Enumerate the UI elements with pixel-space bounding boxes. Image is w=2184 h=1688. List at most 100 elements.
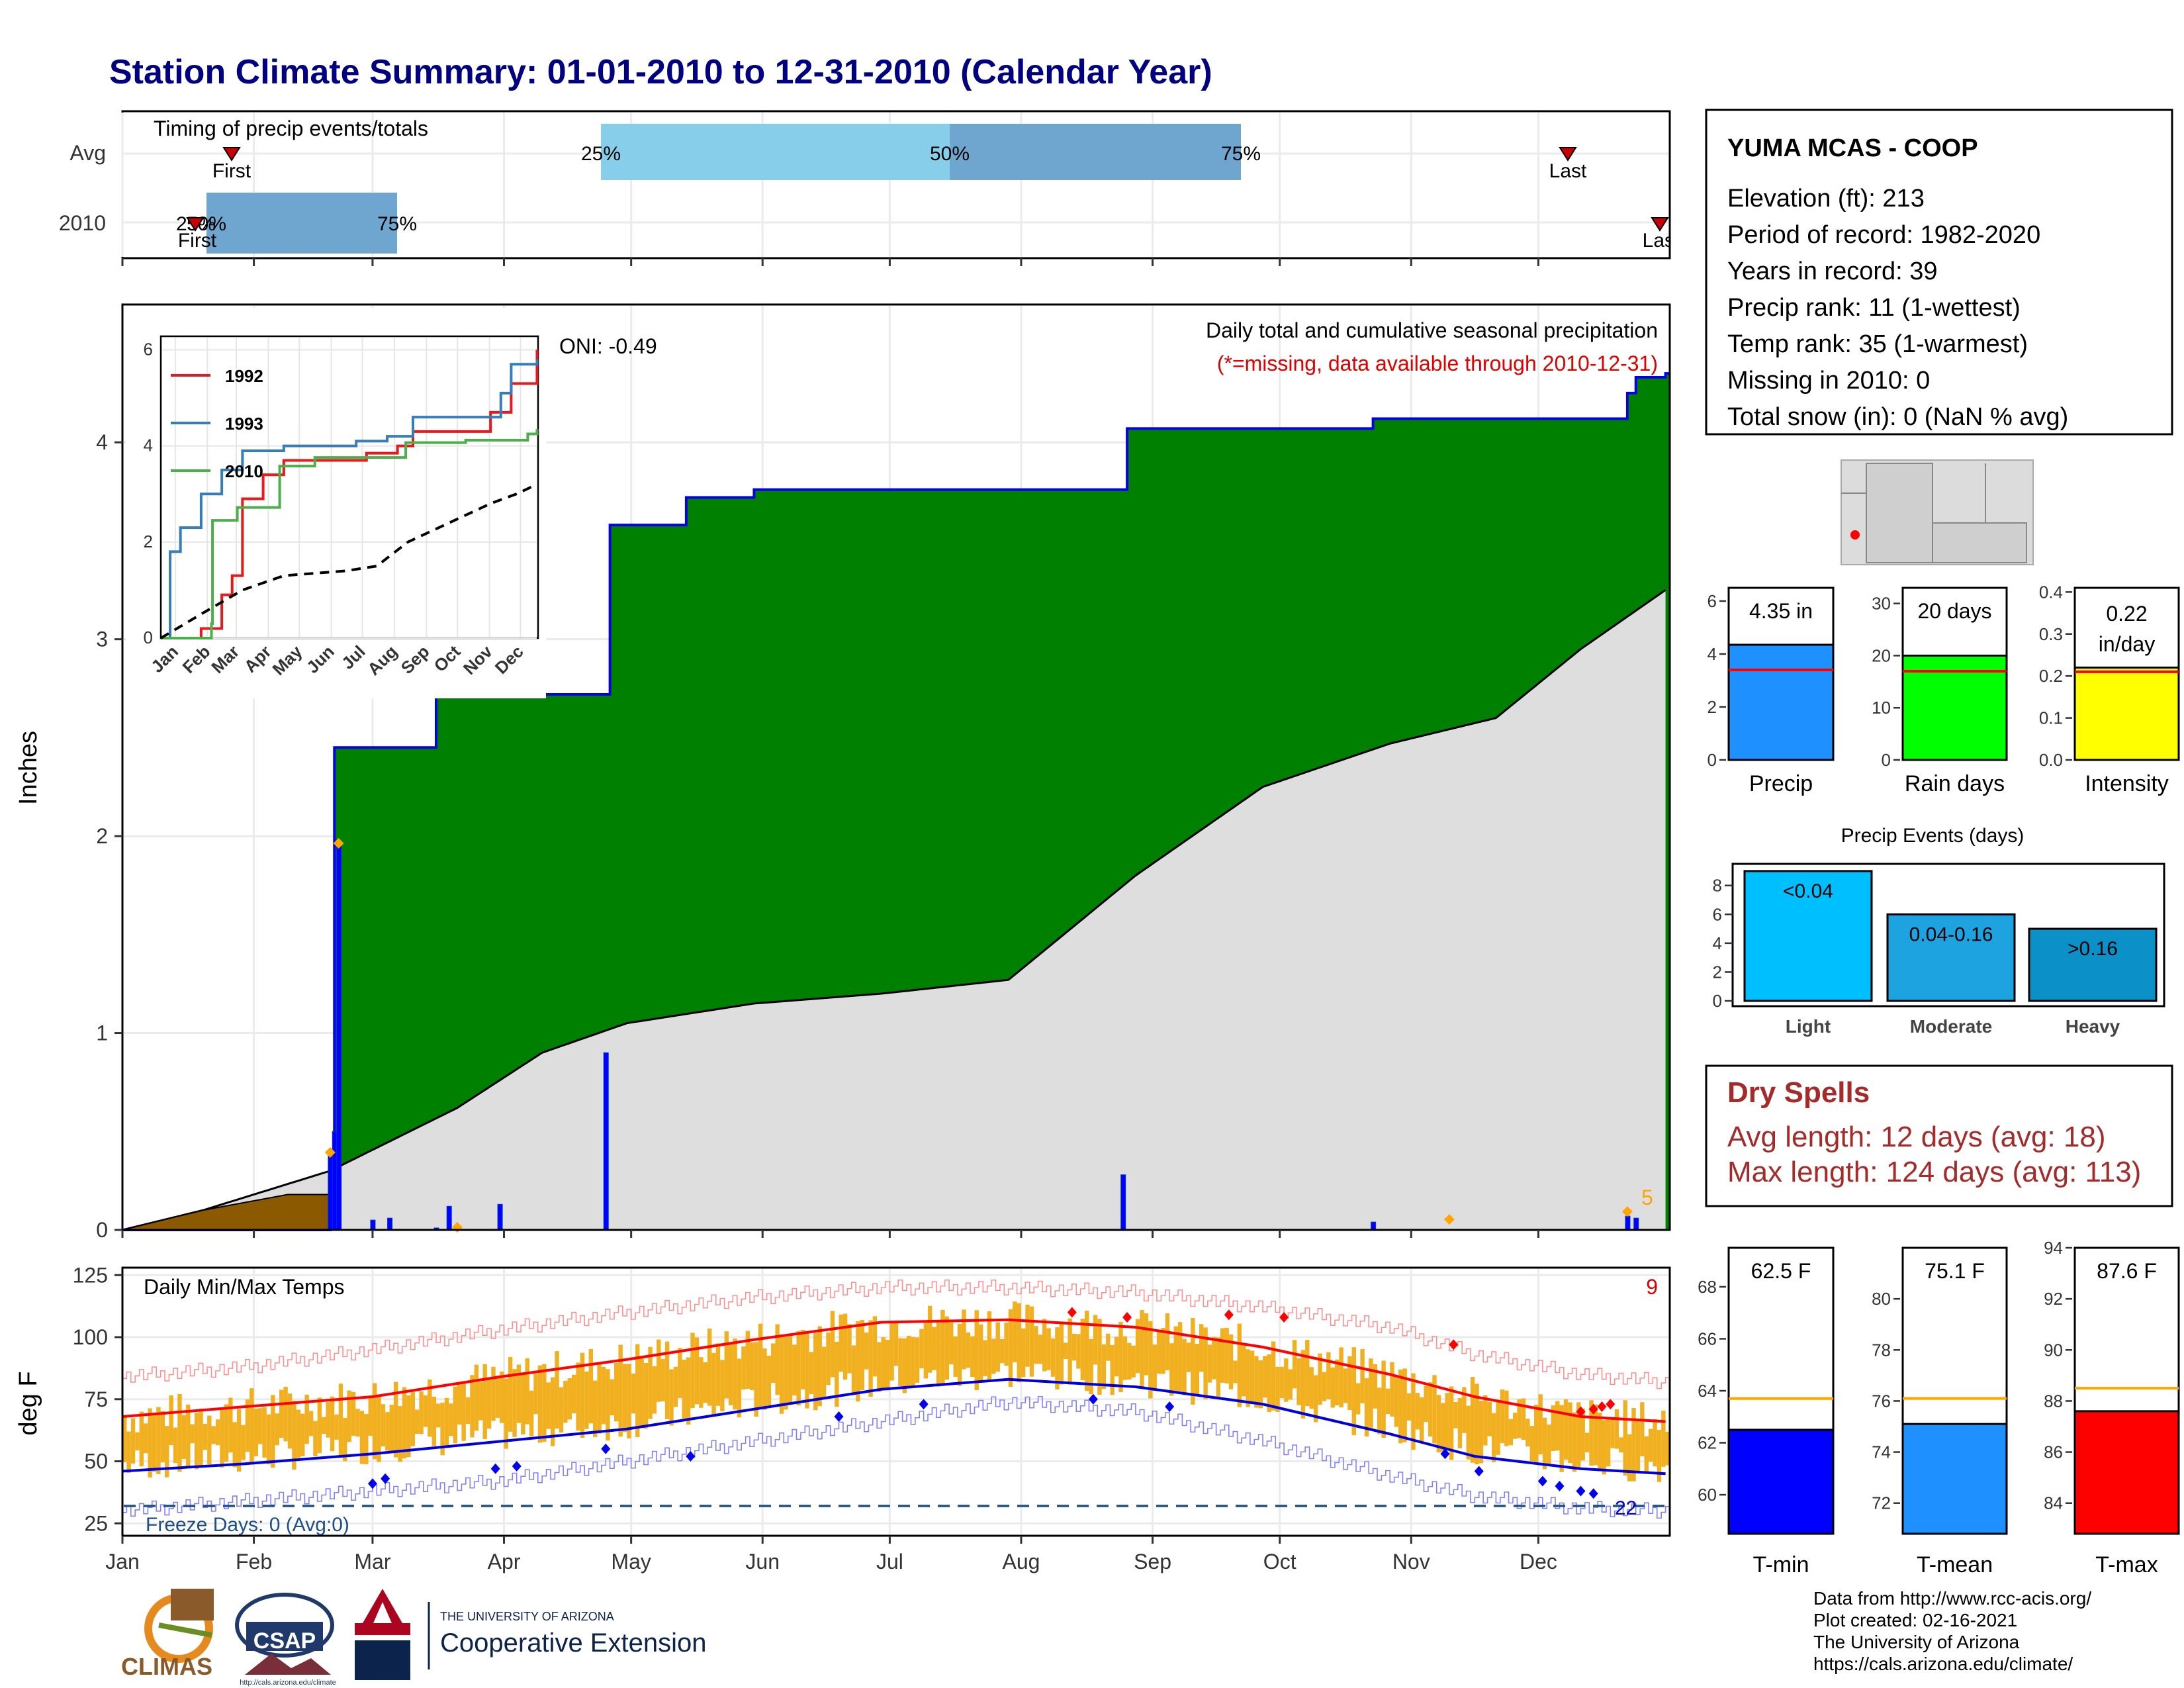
temp-xtick-label: Aug bbox=[1002, 1550, 1040, 1573]
daily-temp-range-bar bbox=[856, 1321, 860, 1402]
daily-temp-range-bar bbox=[741, 1346, 746, 1390]
daily-temp-range-bar bbox=[911, 1336, 915, 1386]
daily-temp-range-bar bbox=[690, 1333, 695, 1408]
daily-temp-range-bar bbox=[923, 1323, 929, 1379]
daily-temp-range-bar bbox=[1246, 1349, 1250, 1407]
daily-temp-range-bar bbox=[842, 1313, 848, 1380]
timing-avg-bar-50-75 bbox=[950, 124, 1241, 180]
csap-url: http://cals.arizona.edu/climate bbox=[240, 1679, 336, 1687]
daily-temp-range-bar bbox=[1377, 1387, 1382, 1434]
daily-temp-range-bar bbox=[1635, 1421, 1641, 1473]
daily-temp-range-bar bbox=[406, 1395, 411, 1458]
daily-temp-range-bar bbox=[1547, 1424, 1551, 1465]
temp-xtick-label: Mar bbox=[354, 1550, 390, 1573]
daily-temp-range-bar bbox=[465, 1397, 471, 1425]
daily-temp-range-bar bbox=[999, 1338, 1005, 1364]
daily-temp-range-bar bbox=[995, 1322, 1000, 1372]
daily-temp-range-bar bbox=[627, 1364, 631, 1438]
season-temp-label: T-max bbox=[2095, 1552, 2158, 1577]
events-bar-text: <0.04 bbox=[1783, 880, 1833, 902]
daily-precip-bar bbox=[1633, 1217, 1639, 1231]
daily-temp-range-bar bbox=[1364, 1378, 1369, 1436]
record-high-marker bbox=[1588, 1403, 1598, 1415]
record-low-marker bbox=[1537, 1476, 1547, 1487]
daily-temp-range-bar bbox=[1080, 1319, 1085, 1381]
record-low-marker bbox=[490, 1463, 500, 1474]
daily-temp-range-bar bbox=[622, 1364, 627, 1432]
record-low-marker bbox=[919, 1399, 929, 1410]
daily-temp-range-bar bbox=[1177, 1322, 1183, 1391]
timing-2010-first: First bbox=[178, 230, 217, 252]
daily-temp-range-bar bbox=[470, 1375, 475, 1438]
daily-temp-range-bar bbox=[635, 1344, 640, 1437]
daily-temp-range-bar bbox=[478, 1382, 483, 1421]
daily-temp-range-bar bbox=[245, 1399, 250, 1452]
daily-temp-range-bar bbox=[1156, 1330, 1161, 1374]
season-precip-bar-0 bbox=[1727, 643, 1835, 761]
daily-temp-range-bar bbox=[758, 1323, 763, 1407]
inset-line-2010 bbox=[161, 429, 539, 639]
timing-avg-first: First bbox=[212, 160, 251, 182]
temp-ytick-label: 50 bbox=[84, 1450, 108, 1474]
season-temp-value-text: 62.5 F bbox=[1751, 1259, 1811, 1283]
daily-temp-range-bar bbox=[241, 1425, 246, 1460]
timing-panel: Timing of precip events/totals Avg 2010 … bbox=[59, 110, 1671, 266]
daily-temp-range-bar bbox=[1420, 1397, 1424, 1442]
daily-temp-range-bar bbox=[1029, 1306, 1034, 1377]
daily-temp-range-bar bbox=[533, 1373, 538, 1415]
daily-temp-range-bar bbox=[1046, 1328, 1051, 1370]
season-temp-ytick-label: 74 bbox=[1872, 1442, 1891, 1462]
record-low-marker bbox=[1440, 1448, 1450, 1460]
daily-temp-range-bar bbox=[279, 1389, 284, 1438]
daily-temp-range-bar bbox=[381, 1404, 386, 1447]
precip-ytick-label: 0 bbox=[96, 1218, 108, 1242]
daily-temp-range-bar bbox=[236, 1409, 242, 1472]
daily-temp-range-bar bbox=[372, 1383, 377, 1460]
daily-temp-range-bar bbox=[745, 1331, 751, 1389]
daily-temp-range-bar bbox=[771, 1343, 776, 1383]
daily-temp-range-bar bbox=[1076, 1334, 1081, 1369]
daily-temp-range-bar bbox=[796, 1331, 801, 1406]
daily-temp-range-bar bbox=[436, 1403, 441, 1428]
daily-temp-range-bar bbox=[262, 1407, 267, 1458]
daily-temp-range-bar bbox=[1411, 1373, 1416, 1450]
location-map bbox=[1841, 459, 2034, 565]
daily-temp-range-bar bbox=[1512, 1413, 1518, 1439]
daily-temp-range-bar bbox=[1021, 1328, 1026, 1378]
events-ytick-label: 8 bbox=[1713, 876, 1722, 896]
daily-temp-range-bar bbox=[889, 1322, 894, 1381]
daily-temp-range-bar bbox=[1017, 1303, 1021, 1383]
daily-temp-range-bar bbox=[805, 1333, 809, 1409]
daily-temp-range-bar bbox=[1436, 1395, 1441, 1453]
daily-temp-range-bar bbox=[1614, 1409, 1619, 1449]
daily-temp-range-bar bbox=[474, 1364, 479, 1431]
daily-temp-range-bar bbox=[1381, 1360, 1386, 1438]
daily-temp-range-bar bbox=[1275, 1366, 1280, 1413]
daily-temp-range-bar bbox=[144, 1423, 148, 1454]
daily-temp-range-bar bbox=[1182, 1338, 1187, 1395]
daily-temp-range-bar bbox=[1534, 1405, 1539, 1462]
daily-temp-range-bar bbox=[1355, 1383, 1361, 1415]
daily-temp-range-bar bbox=[292, 1401, 296, 1470]
timing-avg-last-marker bbox=[1559, 147, 1577, 162]
daily-temp-range-bar bbox=[1424, 1385, 1428, 1423]
timing-label: Timing of precip events/totals bbox=[154, 117, 428, 140]
daily-temp-range-bar bbox=[287, 1393, 293, 1449]
daily-temp-range-bar bbox=[504, 1378, 508, 1449]
temp-count-hot: 9 bbox=[1646, 1275, 1658, 1299]
daily-temp-range-bar bbox=[1568, 1402, 1572, 1464]
daily-temp-range-bar bbox=[864, 1333, 869, 1370]
daily-temp-range-bar bbox=[919, 1329, 924, 1369]
record-low-marker bbox=[1088, 1393, 1098, 1405]
temp-xtick-label: Feb bbox=[236, 1550, 272, 1573]
csap-logo: CSAP http://cals.arizona.edu/climate bbox=[235, 1593, 336, 1687]
daily-temp-range-bar bbox=[461, 1382, 466, 1441]
daily-temp-range-bar bbox=[928, 1305, 933, 1373]
daily-temp-range-bar bbox=[1360, 1349, 1365, 1403]
daily-temp-range-bar bbox=[177, 1393, 182, 1472]
season-temp-value-text: 75.1 F bbox=[1925, 1259, 1985, 1283]
daily-temp-range-bar bbox=[508, 1356, 513, 1432]
inset-legend-label: 1992 bbox=[225, 366, 263, 386]
daily-temp-range-bar bbox=[343, 1418, 347, 1462]
season-temp-ytick-label: 86 bbox=[2044, 1442, 2063, 1462]
